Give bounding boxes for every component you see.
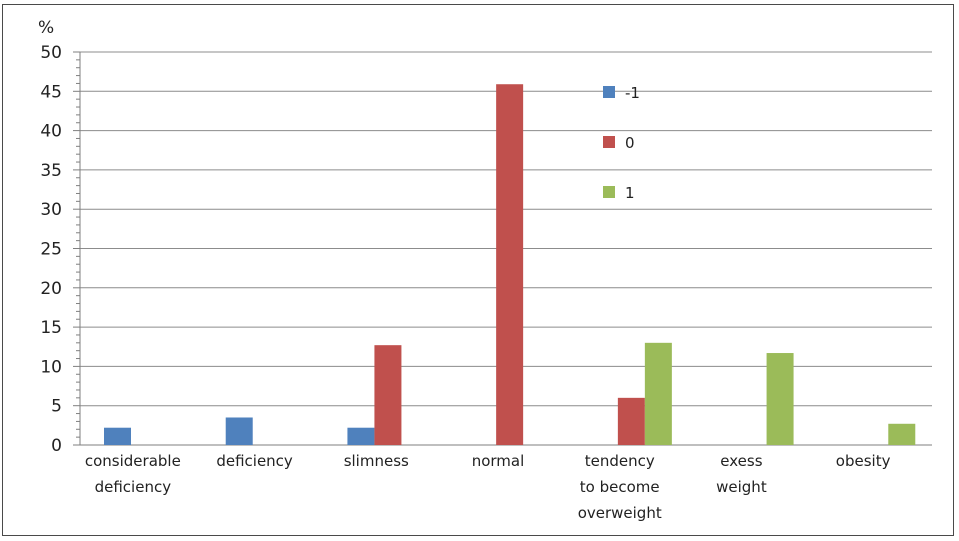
y-tick-label: 0	[51, 436, 62, 456]
bar-series-1	[644, 342, 672, 445]
legend-swatch	[603, 186, 615, 198]
bar-series-neg1	[347, 427, 375, 445]
legend-label: 1	[625, 184, 635, 202]
bar-series-1	[766, 353, 794, 445]
legend-label: -1	[625, 84, 640, 102]
bar-series-neg1	[104, 427, 131, 445]
x-tick-label: tendency	[585, 452, 655, 470]
legend: -1 0 1	[603, 84, 640, 202]
chart-frame	[2, 4, 954, 536]
y-tick-label: 5	[51, 397, 62, 417]
bar-series-1	[888, 423, 916, 445]
bar-series-0	[374, 345, 402, 445]
legend-label: 0	[625, 134, 635, 152]
legend-swatch	[603, 136, 615, 148]
y-tick-label: 45	[40, 82, 62, 102]
y-tick-label: 25	[40, 240, 62, 260]
y-tick-label: 20	[40, 279, 62, 299]
y-tick-label: 35	[40, 161, 62, 181]
x-tick-label: exess	[720, 452, 762, 470]
y-axis: 0 5 10 15 20 25 30 35 40 45 50	[40, 43, 81, 456]
bar-series-0	[617, 397, 645, 445]
bar-series-neg1	[225, 417, 253, 445]
x-tick-label: deficiency	[216, 452, 293, 470]
x-tick-label: to become	[580, 478, 660, 496]
x-tick-label: slimness	[344, 452, 409, 470]
x-tick-label: considerable	[85, 452, 181, 470]
x-tick-label: weight	[716, 478, 767, 496]
x-tick-label: obesity	[836, 452, 891, 470]
x-tick-label: normal	[472, 452, 525, 470]
y-tick-label: 40	[40, 122, 62, 142]
x-axis-labels: considerable deficiency deficiency slimness…	[85, 452, 891, 522]
y-tick-label: 10	[40, 357, 62, 377]
y-tick-label: 30	[40, 200, 62, 220]
y-axis-unit-label: %	[38, 18, 54, 38]
bars	[104, 84, 916, 445]
y-tick-label: 50	[40, 43, 62, 63]
legend-swatch	[603, 86, 615, 98]
bar-series-0	[496, 84, 524, 445]
x-tick-label: overweight	[578, 504, 662, 522]
y-tick-label: 15	[40, 318, 62, 338]
x-tick-label: deficiency	[95, 478, 172, 496]
